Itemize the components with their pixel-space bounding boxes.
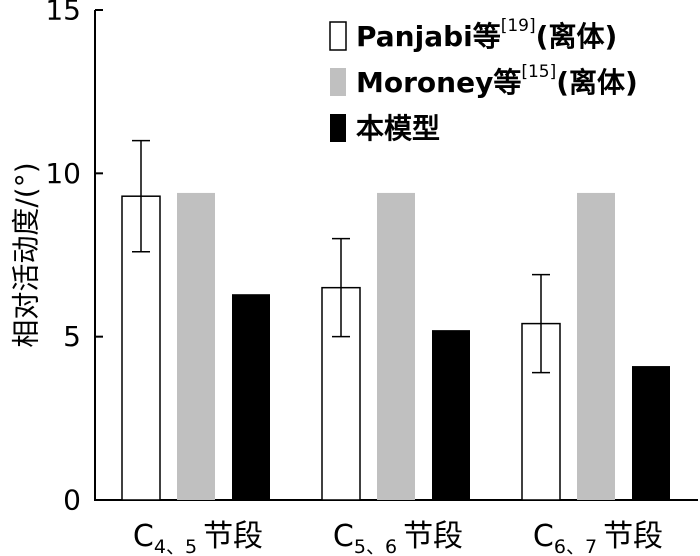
legend-swatch [330,114,346,142]
x-category-label: C5、6 节段 [333,519,463,556]
axes: 0 5 10 15 C4、5 节段 C5、6 节段 C6、7 节段 [45,0,698,556]
y-tick-label: 0 [63,484,81,517]
legend: Panjabi等[19](离体) Moroney等[15](离体) 本模型 [329,16,638,145]
legend-label: 本模型 [356,112,440,145]
legend-swatch [330,68,346,96]
y-tick-label: 15 [45,0,81,27]
y-axis-label: 相对活动度/(°) [10,162,43,347]
legend-swatch [329,21,347,51]
bar-series3-cat1 [232,294,270,500]
bar-series3-cat3 [632,366,670,500]
x-category-label: C6、7 节段 [533,519,663,556]
x-category-label: C4、5 节段 [133,519,263,556]
legend-label: Panjabi等[19](离体) [356,16,617,53]
bar-series2-cat2 [377,192,415,500]
y-tick-label: 10 [45,157,81,190]
bar-series2-cat1 [177,192,215,500]
bars [121,139,670,501]
bar-series1-cat3 [521,322,561,501]
bar-series2-cat3 [577,192,615,500]
legend-label: Moroney等[15](离体) [356,62,638,99]
bar-series3-cat2 [432,330,470,500]
y-tick-label: 5 [63,320,81,353]
